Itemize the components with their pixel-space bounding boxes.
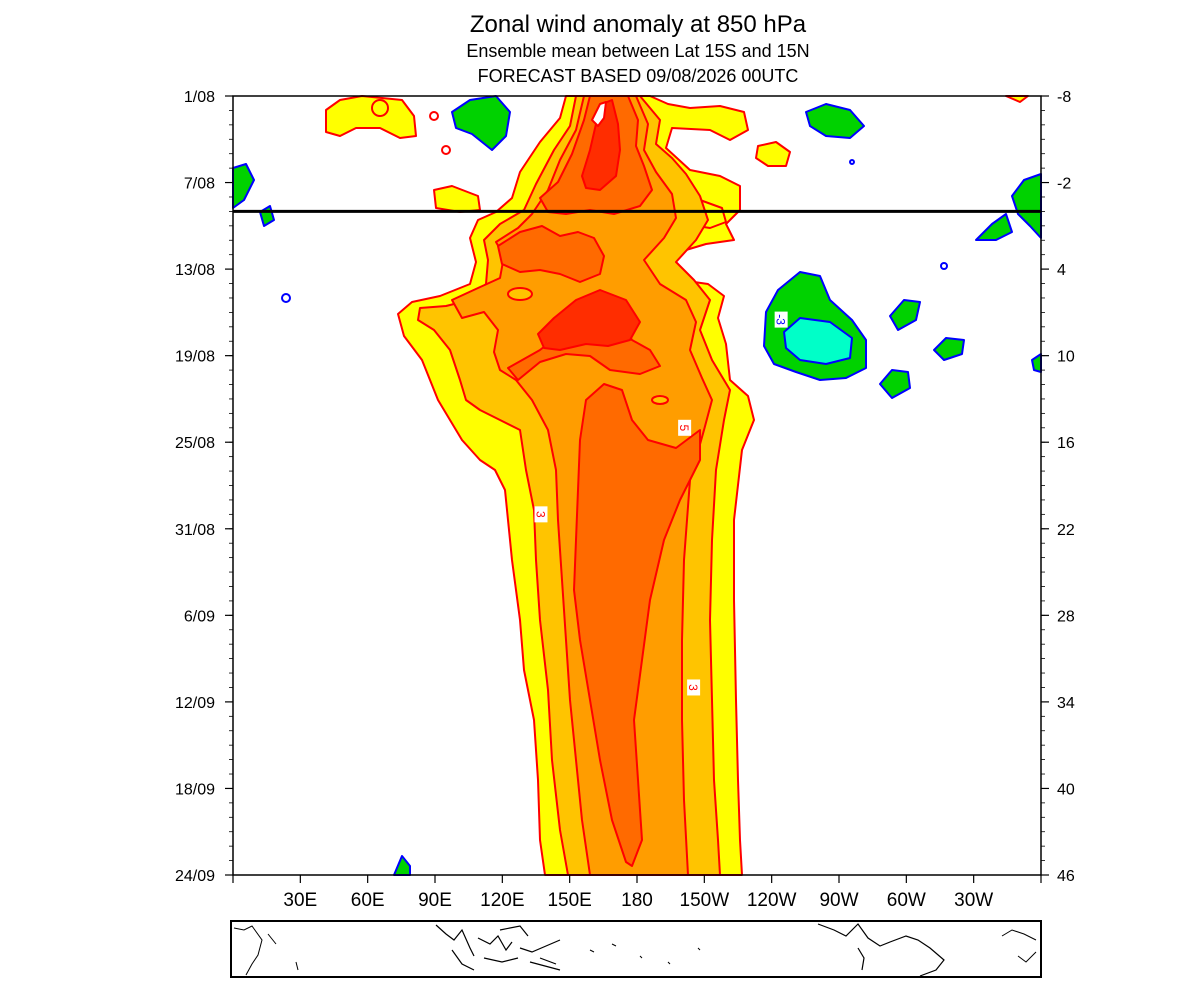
contour-label: 3	[686, 679, 701, 696]
x-tick-label: 180	[621, 890, 653, 911]
negative-anomaly-contour	[933, 337, 965, 361]
chart-subtitle: Ensemble mean between Lat 15S and 15N	[466, 41, 809, 61]
y-right-tick-label: 16	[1057, 435, 1075, 452]
positive-anomaly-contour	[537, 289, 641, 351]
x-tick-label: 30E	[283, 890, 317, 911]
negative-anomaly-contour	[975, 213, 1013, 241]
contour-label: -3	[774, 311, 788, 328]
negative-anomaly-contour	[451, 95, 511, 151]
negative-anomaly-contour	[1011, 173, 1042, 239]
svg-text:3: 3	[533, 511, 547, 518]
coastline-pacific-islands	[589, 943, 701, 965]
negative-anomaly-contour	[1031, 353, 1042, 373]
positive-anomaly-contour	[325, 95, 417, 139]
negative-anomaly-contour	[393, 855, 411, 876]
y-left-tick-label: 6/09	[184, 608, 215, 625]
y-left-tick-label: 7/08	[184, 176, 215, 193]
y-right-tick-label: 46	[1057, 868, 1075, 885]
positive-anomaly-contour	[591, 101, 607, 127]
positive-anomaly-contour	[497, 225, 605, 283]
y-left-tick-label: 24/09	[175, 868, 215, 885]
small-contour	[429, 111, 439, 121]
positive-anomaly-contour	[1005, 95, 1029, 103]
y-left-tick-label: 18/09	[175, 781, 215, 798]
y-right-tick-label: 34	[1057, 695, 1075, 712]
y-right-tick-label: 22	[1057, 522, 1075, 539]
x-tick-label: 60E	[351, 890, 385, 911]
svg-text:3: 3	[686, 684, 700, 691]
coastline-atlantic-africa	[1001, 929, 1037, 963]
contour-label: 5	[677, 419, 692, 436]
negative-anomaly-contour	[232, 163, 255, 209]
small-contour	[281, 293, 291, 303]
y-left-tick-label: 1/08	[184, 89, 215, 106]
world-map-strip	[230, 920, 1042, 978]
y-right-tick-label: 28	[1057, 608, 1075, 625]
small-contour	[507, 287, 533, 301]
positive-anomaly-contour	[755, 141, 791, 167]
coastline-america	[817, 923, 945, 977]
contour-label: 3	[533, 506, 548, 523]
negative-anomaly-contour	[805, 103, 865, 139]
positive-anomaly-contour	[433, 185, 481, 213]
negative-anomaly-contour	[889, 299, 921, 331]
small-contour	[371, 99, 389, 117]
small-contour	[441, 145, 451, 155]
plot-area: 3 5 3 -3	[232, 95, 1042, 876]
positive-anomaly-contour	[573, 383, 701, 867]
chart-title: Zonal wind anomaly at 850 hPa	[470, 11, 807, 38]
y-left-tick-label: 31/08	[175, 522, 215, 539]
x-tick-label: 90E	[418, 890, 452, 911]
x-tick-label: 150E	[547, 890, 591, 911]
coastline-africa	[233, 925, 299, 976]
chart-forecast-base: FORECAST BASED 09/08/2026 00UTC	[478, 66, 799, 86]
y-right-tick-label: 40	[1057, 781, 1075, 798]
x-tick-label: 90W	[819, 890, 858, 911]
map-frame	[230, 920, 1042, 978]
y-right-tick-label: 10	[1057, 349, 1075, 366]
svg-text:-3: -3	[774, 314, 788, 325]
coastline-maritime-continent	[435, 924, 561, 971]
svg-text:5: 5	[677, 424, 691, 431]
y-right-tick-label: -2	[1057, 176, 1071, 193]
y-left-tick-label: 19/08	[175, 349, 215, 366]
small-contour	[940, 262, 948, 270]
negative-anomaly-contour	[783, 317, 853, 365]
x-tick-label: 60W	[887, 890, 926, 911]
y-right-tick-label: 4	[1057, 262, 1066, 279]
x-tick-label: 120W	[747, 890, 797, 911]
y-left-tick-label: 12/09	[175, 695, 215, 712]
negative-anomaly-contour	[879, 369, 911, 399]
y-left-tick-label: 13/08	[175, 262, 215, 279]
positive-anomaly-contour	[581, 99, 621, 191]
y-right-tick-label: -8	[1057, 89, 1071, 106]
y-left-tick-label: 25/08	[175, 435, 215, 452]
negative-anomaly-contour	[259, 205, 275, 227]
small-contour	[849, 159, 855, 165]
small-contour	[651, 395, 669, 405]
x-tick-label: 120E	[480, 890, 524, 911]
x-tick-label: 30W	[954, 890, 993, 911]
x-tick-label: 150W	[680, 890, 730, 911]
